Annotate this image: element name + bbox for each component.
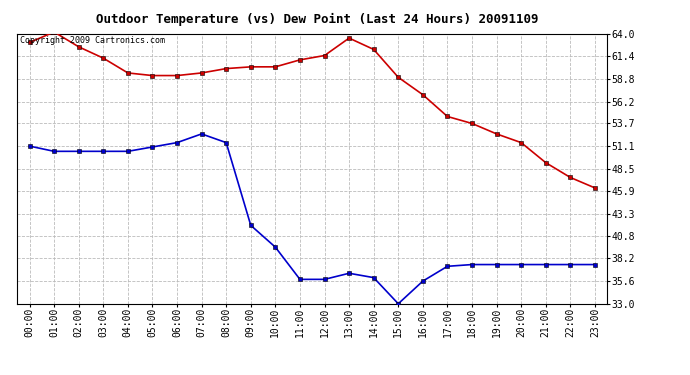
Text: Copyright 2009 Cartronics.com: Copyright 2009 Cartronics.com	[20, 36, 165, 45]
Text: Outdoor Temperature (vs) Dew Point (Last 24 Hours) 20091109: Outdoor Temperature (vs) Dew Point (Last…	[96, 13, 539, 26]
